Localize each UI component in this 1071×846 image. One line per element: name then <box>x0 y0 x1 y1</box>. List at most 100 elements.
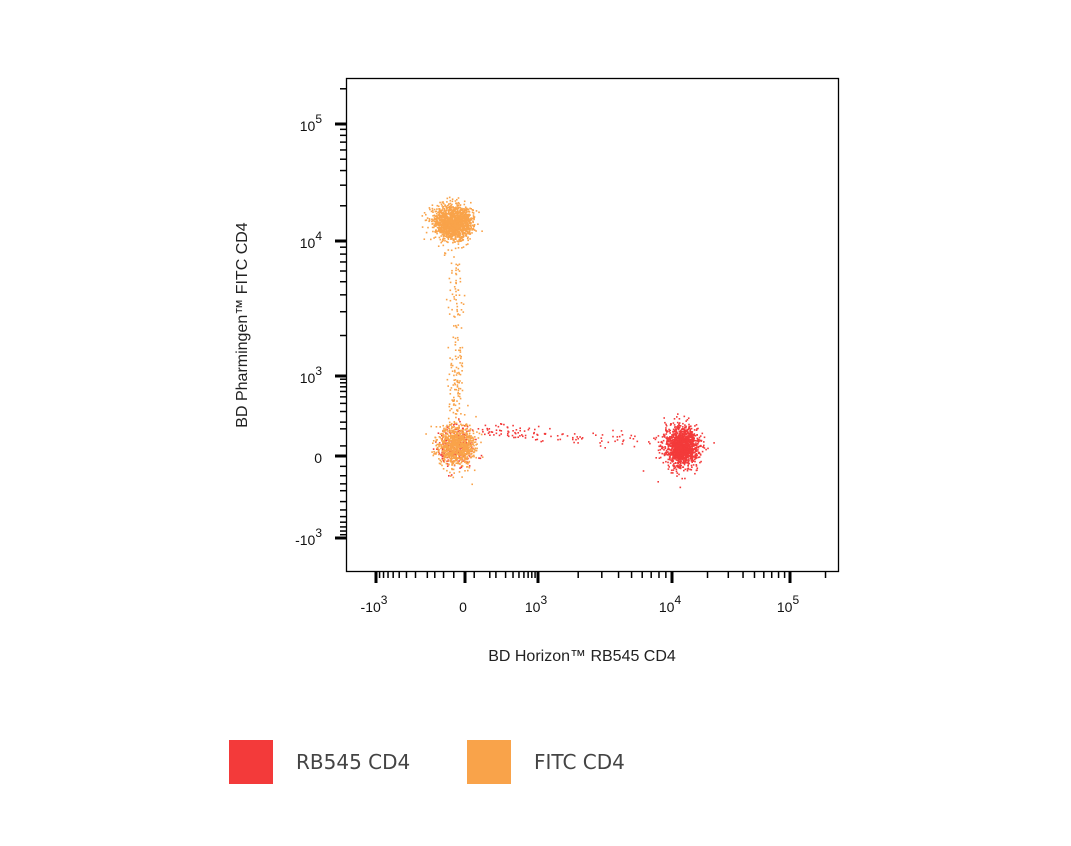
data-point <box>461 430 464 433</box>
data-point <box>700 439 703 442</box>
data-point <box>456 409 458 411</box>
data-point <box>683 415 686 418</box>
data-point <box>449 299 452 302</box>
data-point <box>469 207 471 210</box>
data-point <box>468 436 470 439</box>
data-point <box>451 364 454 367</box>
data-point <box>448 220 450 223</box>
data-point <box>445 212 448 214</box>
data-point <box>438 214 441 216</box>
data-point <box>480 441 482 444</box>
data-point <box>561 433 563 436</box>
data-point <box>462 432 465 434</box>
data-point <box>439 231 441 234</box>
data-point <box>449 218 451 220</box>
data-point <box>454 226 456 229</box>
data-point <box>454 369 456 372</box>
data-point <box>460 211 463 214</box>
data-point <box>445 215 448 217</box>
data-point <box>452 424 455 426</box>
data-point <box>453 400 455 402</box>
data-point <box>463 232 465 234</box>
data-point <box>453 214 456 217</box>
data-point <box>691 441 694 443</box>
data-point <box>441 231 443 234</box>
data-point <box>462 211 464 213</box>
data-point <box>668 430 670 433</box>
data-point <box>689 440 691 443</box>
data-point <box>461 435 463 437</box>
data-point <box>500 433 502 435</box>
data-point <box>458 441 461 443</box>
data-point <box>449 453 452 456</box>
data-point <box>452 437 455 440</box>
data-point <box>456 447 458 450</box>
data-point <box>667 437 670 439</box>
data-point <box>681 451 683 453</box>
data-point <box>471 444 473 446</box>
data-point <box>486 427 488 430</box>
data-point <box>465 228 468 230</box>
data-point <box>433 208 436 211</box>
data-point <box>675 426 677 428</box>
data-point <box>445 434 447 436</box>
data-point <box>446 213 449 215</box>
data-point <box>461 443 464 446</box>
data-point <box>449 432 452 434</box>
data-point <box>661 445 663 448</box>
data-point <box>459 314 461 316</box>
data-point <box>428 220 430 223</box>
data-point <box>441 223 444 226</box>
data-point <box>683 431 686 434</box>
data-point <box>441 227 444 229</box>
data-point <box>672 472 674 474</box>
data-point <box>436 204 439 207</box>
data-point <box>455 459 457 461</box>
data-point <box>470 224 472 226</box>
data-point <box>459 235 461 237</box>
data-point <box>477 223 479 225</box>
data-point <box>462 225 464 227</box>
data-point <box>676 431 678 434</box>
data-point <box>695 465 698 467</box>
data-point <box>436 232 438 235</box>
data-point <box>449 447 452 450</box>
data-point <box>449 202 452 205</box>
data-point <box>434 225 436 227</box>
data-point <box>468 444 471 446</box>
data-point <box>444 252 446 254</box>
data-point <box>466 216 468 219</box>
data-point <box>524 437 527 439</box>
data-point <box>451 235 454 238</box>
data-point <box>679 450 682 452</box>
data-point <box>666 438 669 440</box>
data-point <box>500 423 502 425</box>
data-point <box>455 238 457 240</box>
data-point <box>669 458 671 461</box>
data-point <box>450 220 453 222</box>
data-point <box>442 244 445 247</box>
data-point <box>685 425 687 428</box>
data-point <box>444 209 446 212</box>
data-point <box>437 432 440 434</box>
data-point <box>429 208 431 211</box>
data-point <box>465 235 468 237</box>
data-point <box>701 432 704 435</box>
data-point <box>681 452 683 455</box>
data-point <box>469 442 472 445</box>
data-point <box>683 462 685 464</box>
data-point <box>454 371 456 373</box>
data-point <box>713 442 715 444</box>
data-point <box>459 434 461 436</box>
data-point <box>672 445 675 448</box>
data-point <box>468 461 470 464</box>
data-point <box>467 243 469 245</box>
data-point <box>450 458 452 461</box>
data-point <box>534 428 536 431</box>
data-point <box>678 439 680 442</box>
data-point <box>470 208 472 210</box>
data-point <box>432 442 434 444</box>
data-point <box>692 455 694 458</box>
